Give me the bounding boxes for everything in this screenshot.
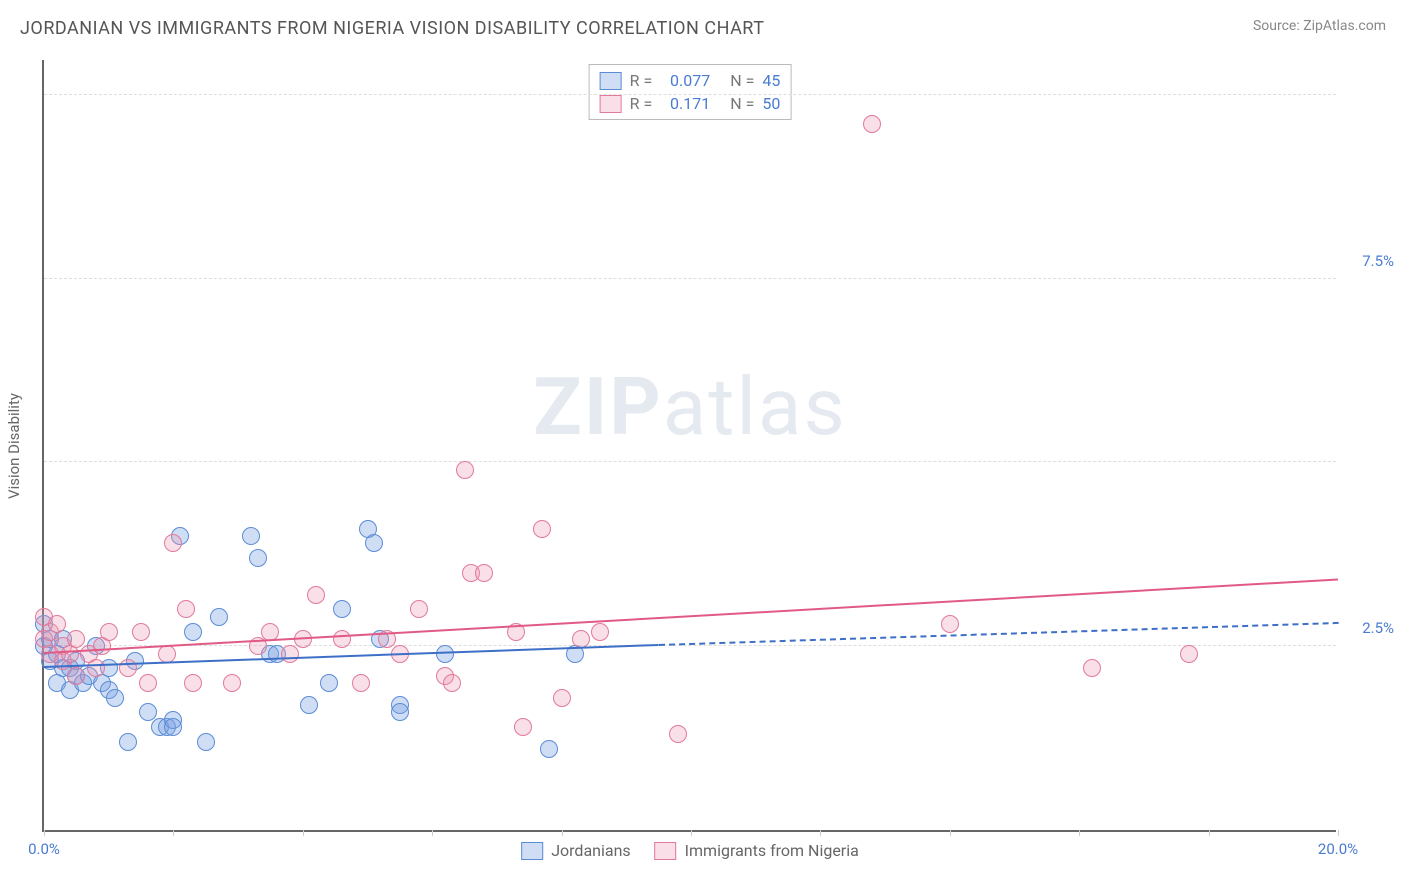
legend-stats: R = 0.077 N = 45 R = 0.171 N = 50 (589, 64, 792, 120)
legend-swatch (655, 842, 677, 860)
scatter-point-jordanians (391, 703, 409, 721)
ytick-label: 7.5% (1362, 252, 1394, 270)
legend-series-label: Immigrants from Nigeria (685, 841, 859, 860)
scatter-point-jordanians (106, 689, 124, 707)
scatter-point-nigeria (443, 674, 461, 692)
scatter-point-nigeria (514, 718, 532, 736)
scatter-point-jordanians (365, 534, 383, 552)
n-value: 45 (762, 71, 780, 90)
scatter-point-nigeria (1180, 645, 1198, 663)
legend-swatch (600, 72, 622, 90)
legend-series: Jordanians Immigrants from Nigeria (521, 841, 859, 860)
scatter-point-nigeria (572, 630, 590, 648)
scatter-point-jordanians (242, 527, 260, 545)
scatter-point-jordanians (540, 740, 558, 758)
scatter-point-nigeria (863, 115, 881, 133)
n-label: N = (730, 71, 754, 90)
scatter-point-nigeria (456, 461, 474, 479)
scatter-point-nigeria (281, 645, 299, 663)
legend-series-item-nigeria: Immigrants from Nigeria (655, 841, 859, 860)
scatter-point-jordanians (210, 608, 228, 626)
scatter-point-jordanians (139, 703, 157, 721)
scatter-point-jordanians (333, 600, 351, 618)
r-value: 0.077 (660, 71, 710, 90)
scatter-point-nigeria (553, 689, 571, 707)
xtick-mark (691, 830, 692, 836)
scatter-point-jordanians (119, 733, 137, 751)
xtick-mark (173, 830, 174, 836)
trendline-dashed (659, 622, 1338, 646)
xtick-label: 0.0% (28, 840, 60, 858)
scatter-point-nigeria (177, 600, 195, 618)
xtick-mark (820, 830, 821, 836)
xtick-mark (950, 830, 951, 836)
legend-stat-row-nigeria: R = 0.171 N = 50 (600, 92, 781, 115)
scatter-point-nigeria (67, 667, 85, 685)
scatter-point-jordanians (197, 733, 215, 751)
chart-title: JORDANIAN VS IMMIGRANTS FROM NIGERIA VIS… (20, 18, 764, 39)
gridline-h (44, 461, 1336, 462)
legend-swatch (600, 95, 622, 113)
scatter-point-nigeria (307, 586, 325, 604)
scatter-point-nigeria (352, 674, 370, 692)
plot-area: ZIPatlas R =0.077N =45R =0.171N =50 Jord… (42, 60, 1336, 832)
scatter-point-jordanians (320, 674, 338, 692)
xtick-mark (1079, 830, 1080, 836)
xtick-mark (44, 830, 45, 836)
scatter-point-jordanians (184, 623, 202, 641)
y-axis-label: Vision Disability (5, 393, 23, 499)
scatter-point-jordanians (164, 718, 182, 736)
watermark-bold: ZIP (533, 360, 663, 454)
gridline-h (44, 94, 1336, 95)
scatter-point-nigeria (591, 623, 609, 641)
r-label: R = (630, 71, 653, 90)
xtick-mark (562, 830, 563, 836)
scatter-point-nigeria (48, 615, 66, 633)
scatter-point-nigeria (1083, 659, 1101, 677)
legend-stat-row-jordanians: R = 0.077 N = 45 (600, 69, 781, 92)
scatter-point-nigeria (67, 630, 85, 648)
scatter-point-nigeria (132, 623, 150, 641)
r-value: 0.171 (660, 94, 710, 113)
gridline-h (44, 645, 1336, 646)
scatter-point-nigeria (941, 615, 959, 633)
scatter-point-nigeria (533, 520, 551, 538)
xtick-mark (432, 830, 433, 836)
scatter-point-nigeria (223, 674, 241, 692)
r-label: R = (630, 94, 653, 113)
scatter-point-jordanians (300, 696, 318, 714)
scatter-point-nigeria (184, 674, 202, 692)
scatter-point-nigeria (100, 623, 118, 641)
scatter-point-nigeria (333, 630, 351, 648)
chart-source: Source: ZipAtlas.com (1253, 18, 1386, 34)
legend-series-item-jordanians: Jordanians (521, 841, 630, 860)
scatter-point-nigeria (164, 534, 182, 552)
watermark: ZIPatlas (533, 360, 846, 454)
scatter-point-nigeria (139, 674, 157, 692)
xtick-label: 20.0% (1318, 840, 1358, 858)
scatter-point-jordanians (249, 549, 267, 567)
xtick-mark (1338, 830, 1339, 836)
xtick-mark (303, 830, 304, 836)
legend-swatch (521, 842, 543, 860)
legend-series-label: Jordanians (551, 841, 630, 860)
scatter-point-nigeria (87, 659, 105, 677)
n-label: N = (730, 94, 754, 113)
scatter-point-nigeria (475, 564, 493, 582)
ytick-label: 2.5% (1362, 619, 1394, 637)
n-value: 50 (762, 94, 780, 113)
gridline-h (44, 278, 1336, 279)
watermark-light: atlas (663, 360, 847, 454)
chart-container: Vision Disability ZIPatlas R =0.077N =45… (42, 60, 1336, 832)
xtick-mark (1209, 830, 1210, 836)
scatter-point-nigeria (410, 600, 428, 618)
scatter-point-nigeria (669, 725, 687, 743)
